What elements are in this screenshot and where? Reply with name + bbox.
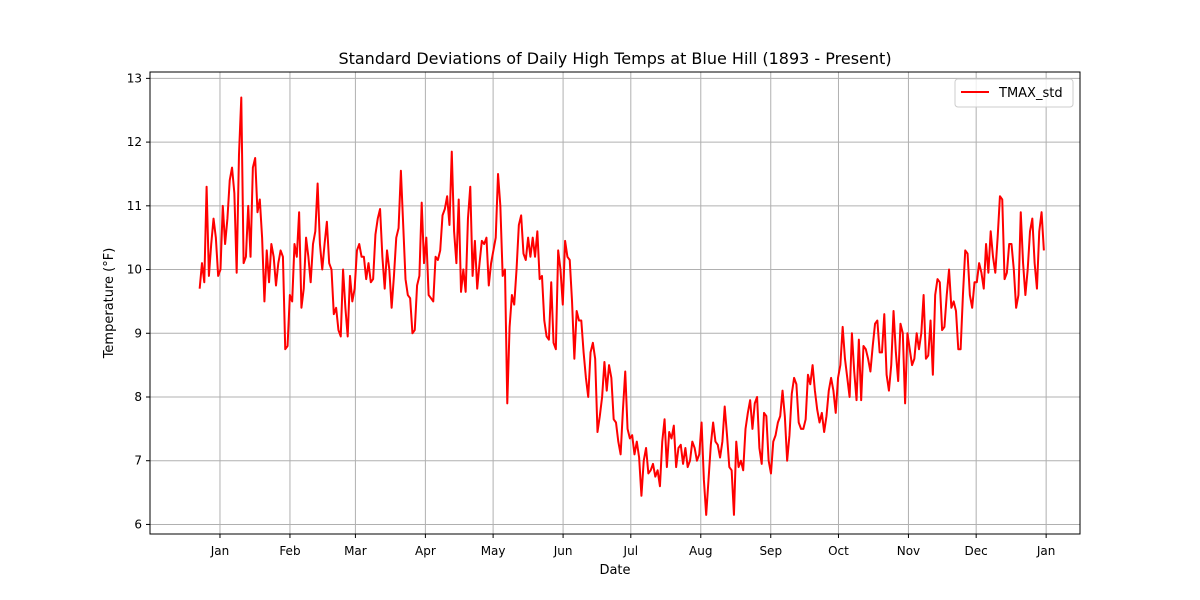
y-tick-label: 11	[127, 199, 142, 213]
series-line-tmax-std	[198, 96, 1045, 516]
y-tick-label: 8	[134, 390, 142, 404]
x-axis-label: Date	[599, 563, 630, 578]
y-tick-label: 13	[127, 71, 142, 85]
legend: TMAX_std	[954, 78, 1074, 108]
x-tick-label: Aug	[689, 544, 712, 558]
x-tick-label: Feb	[279, 544, 300, 558]
grid	[150, 72, 1080, 534]
x-tick-label: Mar	[344, 544, 367, 558]
x-tick-label: Nov	[897, 544, 920, 558]
legend-label: TMAX_std	[998, 86, 1063, 101]
y-axis-ticks: 6 7 8 9 10 11 12 13	[127, 71, 150, 531]
plot-frame	[149, 71, 1081, 535]
x-axis-ticks: Jan Feb Mar Apr May Jun Jul Aug Sep Oct Nov Dec Jan	[210, 534, 1056, 558]
x-tick-label: Jul	[623, 544, 638, 558]
x-tick-label: May	[481, 544, 506, 558]
x-tick-label: Sep	[759, 544, 782, 558]
y-tick-label: 6	[134, 517, 142, 531]
y-axis-label: Temperature (°F)	[102, 248, 117, 360]
y-tick-label: 12	[127, 135, 142, 149]
chart-title: Standard Deviations of Daily High Temps …	[338, 49, 891, 68]
legend-box	[954, 78, 1074, 108]
x-tick-label: Oct	[828, 544, 849, 558]
x-tick-label: Apr	[415, 544, 436, 558]
y-tick-label: 7	[134, 454, 142, 468]
x-tick-label: Dec	[965, 544, 988, 558]
y-tick-label: 10	[127, 263, 142, 277]
x-tick-label: Jan	[210, 544, 230, 558]
x-tick-label: Jan	[1036, 544, 1056, 558]
y-tick-label: 9	[134, 326, 142, 340]
x-tick-label: Jun	[553, 544, 573, 558]
